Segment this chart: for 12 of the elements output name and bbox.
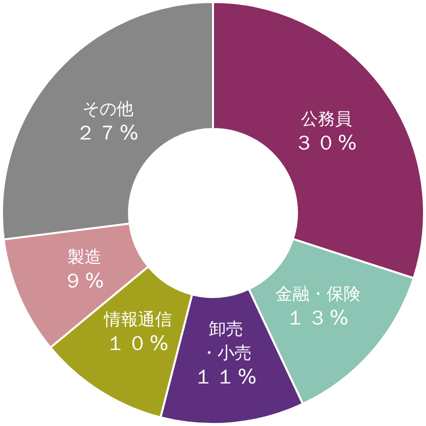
slice-label: 卸売・小売 xyxy=(200,319,252,364)
data-label: １１% xyxy=(194,364,259,388)
slice-label: その他 xyxy=(82,99,134,120)
data-label: １０% xyxy=(105,331,170,356)
slice-label: 金融・保険 xyxy=(276,284,361,305)
slice-label: 製造 xyxy=(68,248,102,268)
slice-label: 公務員 xyxy=(300,110,352,130)
slice-label: 情報通信 xyxy=(102,310,172,330)
data-label: ２７% xyxy=(75,120,140,144)
data-label: ３０% xyxy=(294,130,359,155)
data-label: １３% xyxy=(286,306,351,330)
data-label: ９% xyxy=(63,268,106,293)
